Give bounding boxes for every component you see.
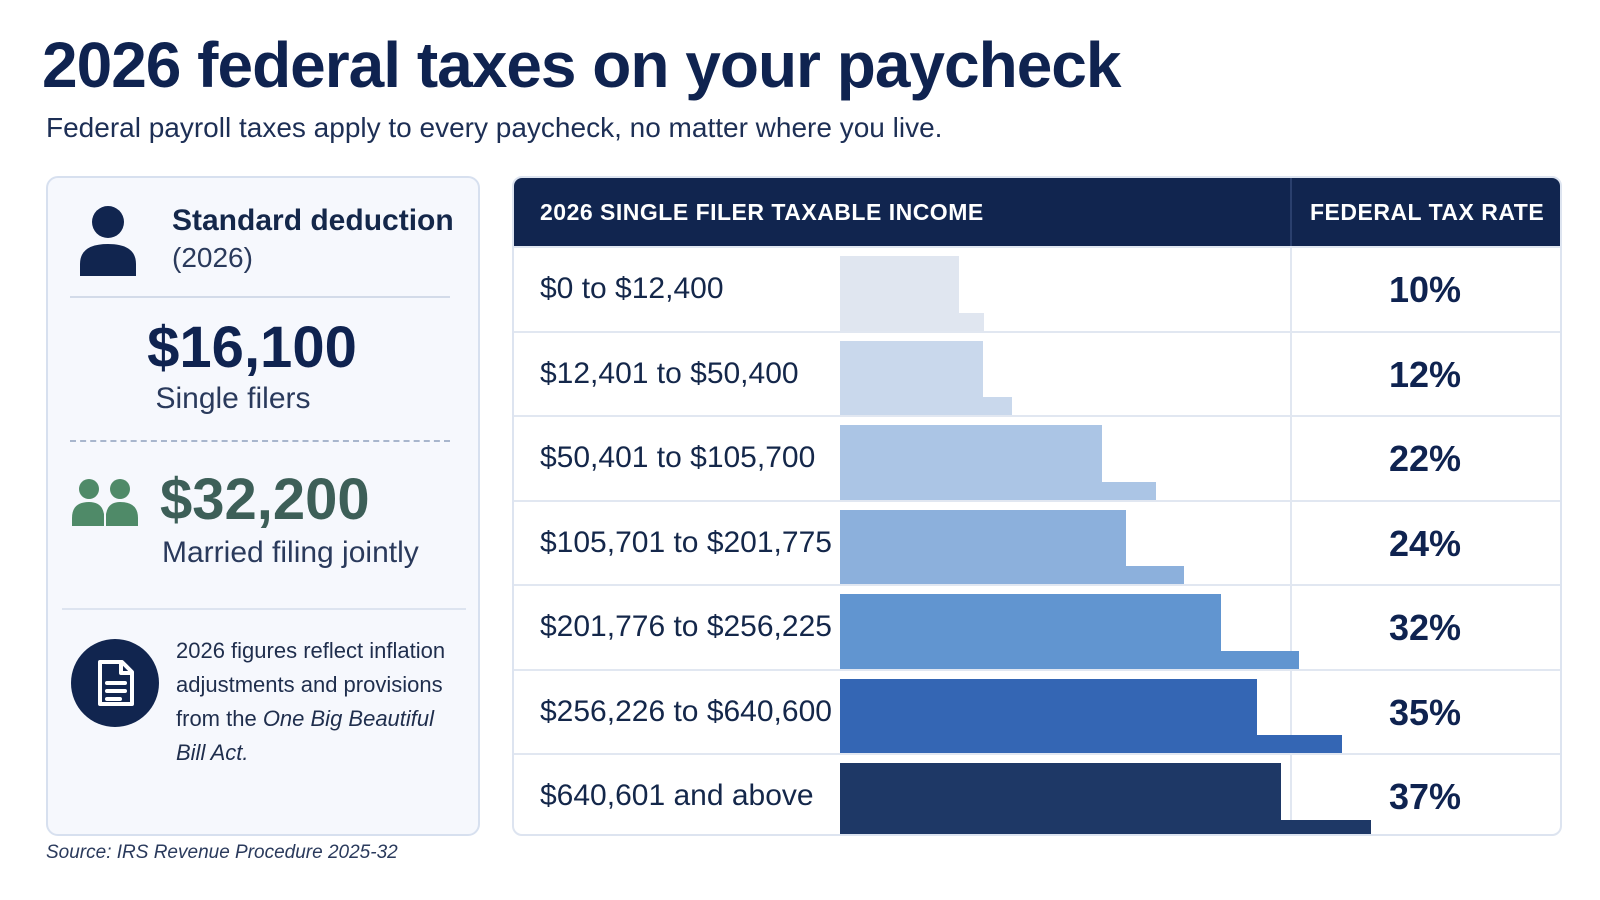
table-row: $256,226 to $640,600 35% <box>514 668 1560 755</box>
income-bracket-label: $12,401 to $50,400 <box>540 356 799 390</box>
married-deduction-amount: $32,200 <box>160 467 370 532</box>
table-row: $640,601 and above 37% <box>514 753 1560 834</box>
table-header: 2026 SINGLE FILER TAXABLE INCOME FEDERAL… <box>514 178 1560 246</box>
couple-icon <box>72 479 138 526</box>
income-bracket-label: $50,401 to $105,700 <box>540 441 816 475</box>
person-icon <box>80 206 136 276</box>
page-subtitle: Federal payroll taxes apply to every pay… <box>46 112 943 143</box>
tax-bracket-table: 2026 SINGLE FILER TAXABLE INCOME FEDERAL… <box>512 176 1562 836</box>
rate-column-header: FEDERAL TAX RATE <box>1310 199 1545 225</box>
tax-rate-value: 32% <box>1388 607 1462 649</box>
income-bracket-label: $105,701 to $201,775 <box>540 525 832 559</box>
tax-rate-value: 10% <box>1388 269 1462 311</box>
inflation-note: 2026 figures reflect inflation adjustmen… <box>176 634 456 770</box>
table-row: $0 to $12,400 10% <box>514 246 1560 333</box>
rate-bar-step <box>840 312 984 333</box>
tax-rate-value: 35% <box>1388 691 1462 733</box>
married-deduction-label: Married filing jointly <box>162 536 419 569</box>
rate-bar-step <box>840 819 1371 834</box>
rate-bar-step <box>840 566 1185 586</box>
tax-rate-value: 12% <box>1388 353 1462 395</box>
rate-bar-step <box>840 397 1013 417</box>
column-divider <box>1290 246 1292 834</box>
divider <box>70 296 450 298</box>
tax-rate-value: 37% <box>1388 776 1462 818</box>
single-deduction-amount: $16,100 <box>147 315 357 380</box>
standard-deduction-card: Standard deduction (2026) $16,100 Single… <box>46 176 480 836</box>
dashed-divider <box>70 440 450 442</box>
table-row: $50,401 to $105,700 22% <box>514 415 1560 502</box>
income-bracket-label: $640,601 and above <box>540 779 814 813</box>
table-row: $105,701 to $201,775 24% <box>514 499 1560 586</box>
income-bracket-label: $201,776 to $256,225 <box>540 610 832 644</box>
rate-bar-step <box>840 650 1300 671</box>
note-text-plain: 2026 figures reflect inflation adjustmen… <box>176 638 446 731</box>
tax-rate-value: 22% <box>1388 438 1462 480</box>
page-title: 2026 federal taxes on your paycheck <box>42 29 1121 101</box>
income-bracket-label: $256,226 to $640,600 <box>540 694 832 728</box>
rate-bar-step <box>840 735 1343 755</box>
income-column-header: 2026 SINGLE FILER TAXABLE INCOME <box>540 199 984 225</box>
header-divider <box>1290 178 1292 246</box>
document-icon <box>71 639 159 727</box>
table-row: $201,776 to $256,225 32% <box>514 584 1560 671</box>
standard-deduction-year: (2026) <box>172 242 253 273</box>
single-deduction-label: Single filers <box>155 382 311 415</box>
income-bracket-label: $0 to $12,400 <box>540 272 724 306</box>
rate-bar-step <box>840 481 1156 502</box>
note-box: 2026 figures reflect inflation adjustmen… <box>62 608 466 824</box>
standard-deduction-title: Standard deduction <box>172 204 454 237</box>
note-text-italic: One Big Beautiful Bill Act. <box>176 706 435 765</box>
source-note: Source: IRS Revenue Procedure 2025-32 <box>46 842 398 863</box>
table-row: $12,401 to $50,400 12% <box>514 330 1560 417</box>
tax-rate-value: 24% <box>1388 522 1462 564</box>
